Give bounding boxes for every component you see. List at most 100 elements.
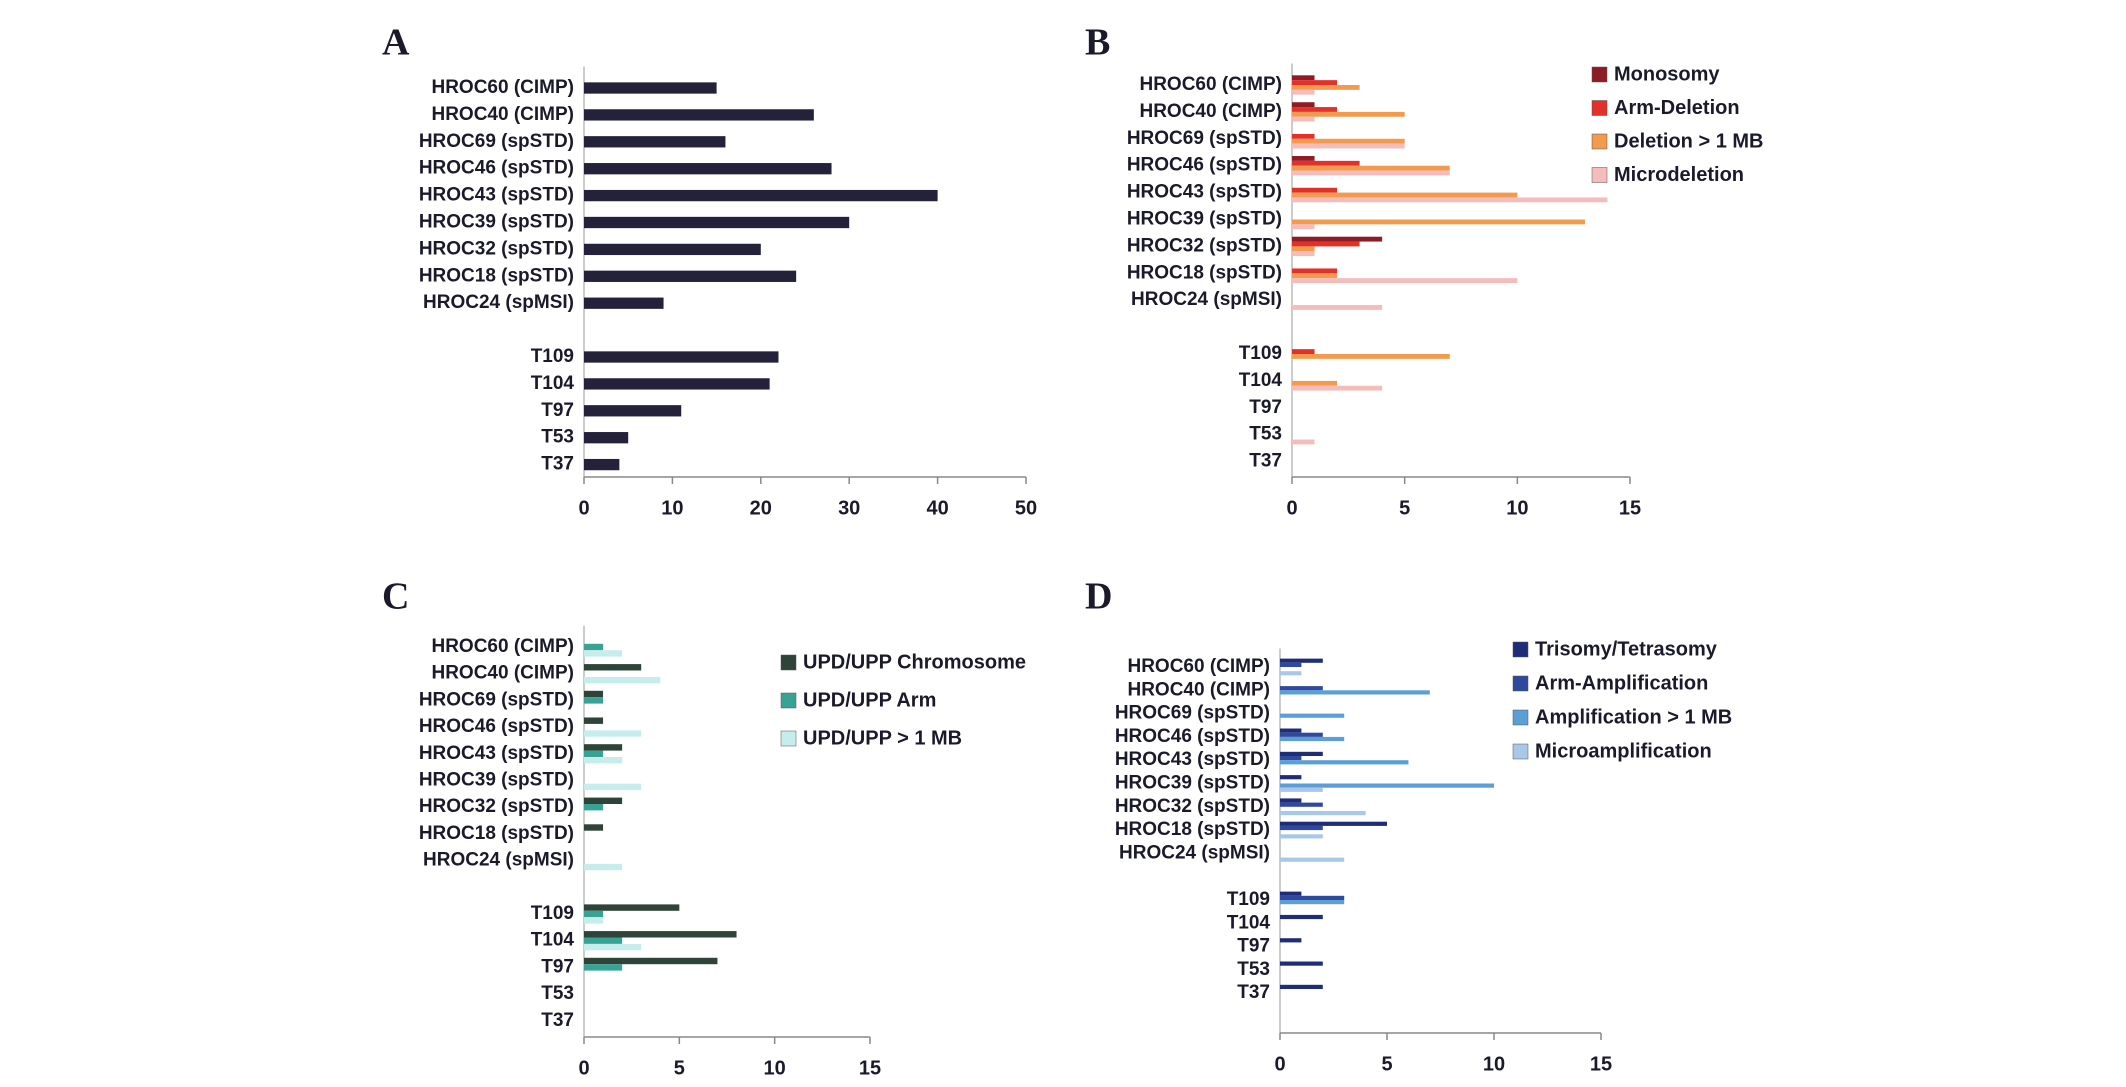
legend-swatch <box>1512 675 1529 692</box>
category-label: HROC46 (spSTD) <box>1127 155 1282 176</box>
bar <box>1292 251 1315 257</box>
category-label: T53 <box>541 983 574 1004</box>
bar <box>584 910 604 918</box>
category-label: T109 <box>531 346 574 367</box>
category-label: HROC69 (spSTD) <box>419 689 574 710</box>
bar <box>584 163 832 175</box>
bar <box>1292 354 1450 359</box>
legend-swatch <box>1512 641 1529 658</box>
legend-label: UPD/UPP > 1 MB <box>803 727 962 749</box>
bar <box>1292 85 1360 90</box>
bar <box>1292 192 1518 198</box>
x-tick-label: 0 <box>578 497 589 519</box>
bar <box>1280 751 1323 757</box>
bar <box>584 744 623 751</box>
bar <box>584 803 604 811</box>
bar <box>1280 834 1323 839</box>
bar <box>1280 671 1302 676</box>
category-label: HROC39 (spSTD) <box>1127 209 1282 230</box>
x-tick-label: 5 <box>1381 1053 1392 1075</box>
category-label: T37 <box>1249 451 1282 472</box>
bar <box>1292 349 1315 354</box>
category-label: HROC24 (spMSI) <box>1119 842 1270 863</box>
bar <box>1292 197 1608 203</box>
legend-label: Trisomy/Tetrasomy <box>1535 638 1718 660</box>
category-label: T53 <box>1249 424 1282 445</box>
bar <box>584 189 938 202</box>
x-tick-label: 40 <box>926 497 948 519</box>
category-label: T37 <box>1237 982 1270 1003</box>
bar <box>1292 268 1338 274</box>
bar <box>1280 783 1494 788</box>
x-tick-label: 0 <box>1286 497 1297 519</box>
category-label: HROC43 (spSTD) <box>419 743 574 764</box>
category-label: HROC18 (spSTD) <box>419 265 574 286</box>
category-label: T53 <box>541 427 574 448</box>
bar <box>1280 736 1345 742</box>
category-label: HROC69 (spSTD) <box>1115 703 1270 724</box>
bar <box>1292 165 1450 171</box>
category-label: HROC24 (spMSI) <box>423 850 574 871</box>
category-label: HROC60 (CIMP) <box>1139 74 1282 95</box>
x-tick-label: 10 <box>764 1057 786 1079</box>
bar <box>1292 156 1315 161</box>
category-label: HROC60 (CIMP) <box>1127 656 1270 677</box>
bar <box>584 378 770 390</box>
bar <box>1292 219 1585 225</box>
bar <box>1280 686 1323 691</box>
bar <box>584 730 642 737</box>
bar <box>1280 798 1302 803</box>
bar <box>584 650 623 657</box>
bar <box>584 351 779 363</box>
bar <box>584 824 604 831</box>
bar <box>584 690 604 698</box>
category-label: HROC32 (spSTD) <box>419 238 574 259</box>
bar <box>584 643 604 651</box>
category-label: T97 <box>1237 936 1270 957</box>
bar <box>584 917 604 924</box>
legend-label: Deletion > 1 MB <box>1614 130 1763 152</box>
bar <box>1280 821 1387 826</box>
x-tick-label: 15 <box>1619 497 1641 519</box>
category-label: HROC24 (spMSI) <box>423 292 574 313</box>
category-label: HROC39 (spSTD) <box>1115 773 1270 794</box>
bar <box>1280 732 1323 737</box>
bar <box>584 863 623 871</box>
legend-swatch <box>1591 167 1608 183</box>
category-label: HROC40 (CIMP) <box>431 104 574 125</box>
category-label: T97 <box>541 956 574 977</box>
bar <box>1292 170 1450 176</box>
category-label: T109 <box>1239 343 1282 364</box>
bar <box>1280 713 1345 718</box>
bar <box>1280 984 1323 990</box>
category-label: T104 <box>531 373 575 394</box>
bar <box>1280 690 1430 695</box>
panel-label: C <box>382 576 409 618</box>
category-label: T104 <box>1227 912 1271 933</box>
bar <box>1292 89 1315 95</box>
category-label: T53 <box>1237 959 1270 980</box>
legend-label: UPD/UPP Arm <box>803 689 936 711</box>
bar <box>1280 802 1323 807</box>
legend-label: Microamplification <box>1535 740 1712 762</box>
legend-swatch <box>780 692 797 709</box>
bar <box>1292 107 1338 112</box>
category-label: T37 <box>541 454 574 475</box>
bar <box>584 783 642 791</box>
category-label: HROC18 (spSTD) <box>419 823 574 844</box>
bar <box>1280 914 1323 920</box>
bar <box>1292 278 1518 283</box>
bar <box>1292 439 1315 445</box>
bar <box>1280 810 1366 816</box>
bar <box>584 243 761 256</box>
category-label: HROC43 (spSTD) <box>1115 749 1270 770</box>
bar <box>1280 662 1302 667</box>
legend-swatch <box>780 730 797 747</box>
bar <box>584 405 682 417</box>
bar <box>1292 111 1405 117</box>
category-label: HROC46 (spSTD) <box>419 716 574 737</box>
category-label: HROC46 (spSTD) <box>419 158 574 179</box>
bar <box>1292 385 1383 391</box>
bar <box>1292 241 1360 247</box>
